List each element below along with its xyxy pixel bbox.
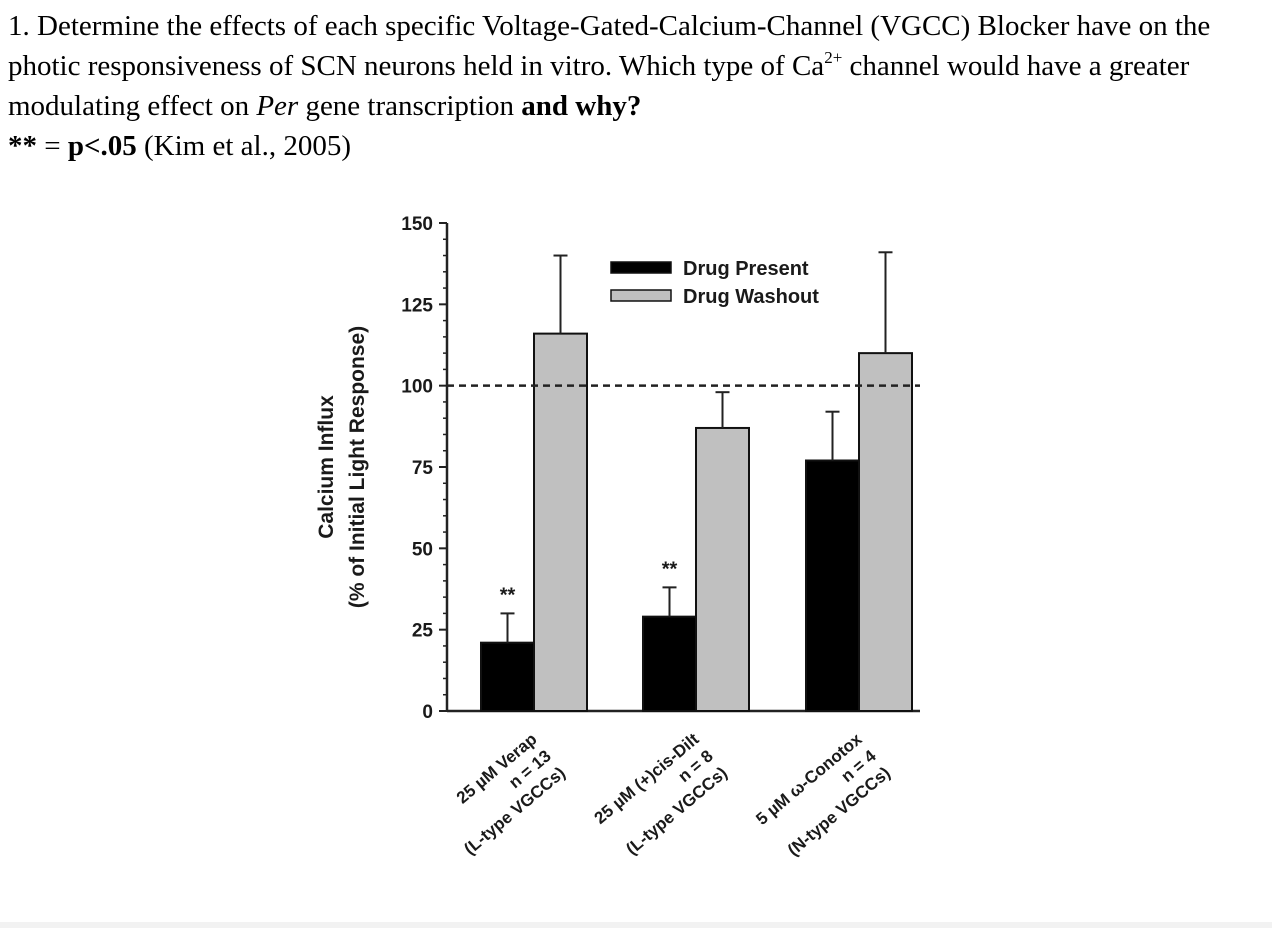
- bar-drug-present-2: [642, 615, 697, 712]
- significance-marker: **: [662, 558, 678, 580]
- y-tick-label: 75: [412, 458, 434, 479]
- significance-eq: =: [37, 130, 68, 162]
- question-number: 1.: [8, 10, 30, 42]
- question-body-1: Determine the effects of each specific V…: [8, 10, 1211, 82]
- question-body-3: gene transcription: [298, 90, 522, 122]
- bar-drug-present-3: [805, 459, 860, 713]
- y-tick-label: 50: [412, 539, 433, 560]
- question-text: 1. Determine the effects of each specifi…: [8, 6, 1258, 166]
- significance-stars: **: [8, 130, 37, 162]
- and-why-bold: and why?: [521, 90, 642, 122]
- bar-drug-washout-1: [533, 332, 588, 712]
- significance-marker: **: [500, 584, 516, 606]
- per-gene-italic: Per: [256, 90, 299, 122]
- legend-swatch-drug-present: [610, 261, 672, 274]
- y-tick-label: 25: [412, 621, 434, 642]
- y-axis-label: Calcium Influx: [315, 395, 338, 539]
- citation: (Kim et al., 2005): [136, 130, 351, 162]
- bar-drug-washout-3: [858, 352, 913, 712]
- significance-threshold: p<.05: [67, 130, 137, 162]
- y-axis-label-units: (% of Initial Light Response): [346, 326, 369, 608]
- legend-label: Drug Present: [683, 258, 809, 280]
- question-body-2: channel would have a greater modulating …: [8, 50, 1190, 122]
- y-tick-label: 125: [401, 295, 433, 316]
- calcium-superscript: 2+: [824, 48, 843, 67]
- y-tick-label: 100: [401, 377, 433, 398]
- bar-drug-washout-2: [695, 426, 750, 712]
- bottom-divider: [0, 922, 1272, 928]
- y-tick-label: 150: [401, 214, 433, 235]
- legend-label: Drug Washout: [683, 286, 819, 308]
- y-tick-label: 0: [422, 702, 433, 723]
- legend-swatch-drug-washout: [610, 289, 672, 302]
- bar-drug-present-1: [480, 641, 535, 712]
